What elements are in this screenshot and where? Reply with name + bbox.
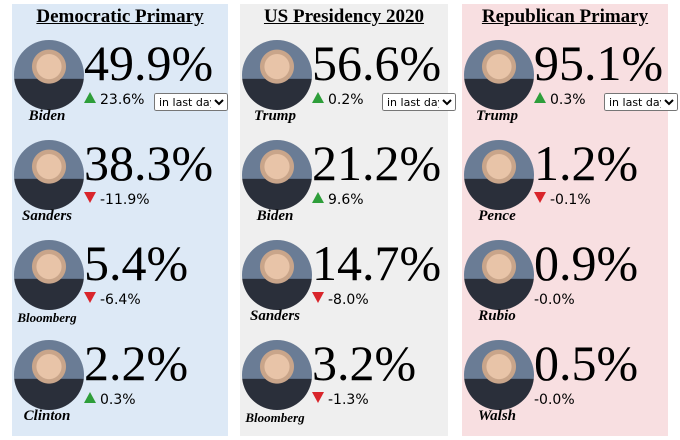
candidate-change: -0.0% — [534, 292, 575, 308]
candidate-row: Sanders 14.7% -8.0% — [240, 235, 448, 340]
candidate-name: Rubio — [478, 308, 516, 324]
change-value: -0.0% — [534, 292, 575, 308]
candidate-name: Bloomberg — [245, 410, 305, 425]
candidate-percent: 49.9% — [84, 35, 214, 91]
candidate-change: 0.3% — [534, 92, 586, 108]
change-arrow — [312, 392, 324, 403]
change-arrow — [534, 92, 546, 103]
candidate-row: Clinton 2.2% 0.3% — [12, 335, 228, 440]
change-value: -0.0% — [534, 392, 575, 408]
candidate-percent: 21.2% — [312, 135, 442, 191]
timeframe-select[interactable]: in last day — [382, 93, 456, 111]
candidate-percent: 56.6% — [312, 35, 442, 91]
candidate-photo — [14, 240, 84, 310]
candidate-name: Biden — [256, 208, 294, 224]
change-arrow — [312, 92, 324, 103]
market-column: Republican Primary Trump 95.1% 0.3% in last … — [462, 4, 678, 436]
candidate-row: Bloomberg 5.4% -6.4% — [12, 235, 228, 340]
change-value: 0.3% — [550, 92, 586, 108]
change-arrow — [84, 392, 96, 403]
change-arrow — [312, 192, 324, 203]
candidate-photo — [242, 340, 312, 410]
market-title: Republican Primary — [481, 6, 649, 27]
change-value: -0.1% — [550, 192, 591, 208]
candidate-photo — [464, 340, 534, 410]
timeframe-select[interactable]: in last day — [604, 93, 678, 111]
market-title: Democratic Primary — [36, 6, 204, 27]
change-value: 0.2% — [328, 92, 364, 108]
candidate-percent: 5.4% — [84, 235, 189, 291]
candidate-change: -11.9% — [84, 192, 150, 208]
change-value: -1.3% — [328, 392, 369, 408]
candidate-percent: 14.7% — [312, 235, 442, 291]
candidate-percent: 2.2% — [84, 335, 189, 391]
market-column: Democratic Primary Biden 49.9% 23.6% in last… — [12, 4, 228, 436]
change-value: -8.0% — [328, 292, 369, 308]
change-value: -6.4% — [100, 292, 141, 308]
change-value: -11.9% — [100, 192, 150, 208]
candidate-row: Trump 95.1% 0.3% in last day — [462, 35, 678, 140]
change-value: 23.6% — [100, 92, 145, 108]
candidate-row: Biden 21.2% 9.6% — [240, 135, 448, 240]
timeframe-select[interactable]: in last day — [154, 93, 228, 111]
candidate-change: 9.6% — [312, 192, 364, 208]
candidate-percent: 38.3% — [84, 135, 214, 191]
candidate-photo — [242, 40, 312, 110]
candidate-name: Clinton — [23, 408, 71, 424]
change-arrow — [84, 192, 96, 203]
change-arrow — [84, 292, 96, 303]
change-arrow — [534, 192, 546, 203]
candidate-change: -8.0% — [312, 292, 369, 308]
candidate-change: 23.6% — [84, 92, 144, 108]
market-column: US Presidency 2020 Trump 56.6% 0.2% in last … — [240, 4, 456, 436]
change-arrow — [84, 92, 96, 103]
candidate-percent: 3.2% — [312, 335, 417, 391]
candidate-change: -1.3% — [312, 392, 369, 408]
change-arrow — [312, 292, 324, 303]
candidate-row: Bloomberg 3.2% -1.3% — [240, 335, 448, 440]
candidate-name: Bloomberg — [17, 310, 77, 325]
candidate-change: -6.4% — [84, 292, 141, 308]
market-title: US Presidency 2020 — [263, 6, 425, 27]
candidate-row: Sanders 38.3% -11.9% — [12, 135, 228, 240]
candidate-photo — [464, 240, 534, 310]
candidate-percent: 1.2% — [534, 135, 639, 191]
candidate-photo — [464, 40, 534, 110]
candidate-row: Pence 1.2% -0.1% — [462, 135, 668, 240]
candidate-photo — [14, 340, 84, 410]
candidate-name: Sanders — [249, 308, 301, 324]
candidate-photo — [14, 140, 84, 210]
candidate-name: Walsh — [477, 408, 517, 424]
change-value: 9.6% — [328, 192, 364, 208]
candidate-row: Biden 49.9% 23.6% in last day — [12, 35, 228, 140]
candidate-row: Walsh 0.5% -0.0% — [462, 335, 668, 440]
candidate-change: -0.0% — [534, 392, 575, 408]
candidate-name: Trump — [476, 108, 518, 124]
candidate-name: Pence — [478, 208, 516, 224]
candidate-change: 0.2% — [312, 92, 364, 108]
candidate-photo — [14, 40, 84, 110]
candidate-name: Trump — [254, 108, 296, 124]
candidate-percent: 0.9% — [534, 235, 639, 291]
change-value: 0.3% — [100, 392, 136, 408]
candidate-name: Sanders — [21, 208, 73, 224]
candidate-row: Trump 56.6% 0.2% in last day — [240, 35, 456, 140]
candidate-percent: 0.5% — [534, 335, 639, 391]
candidate-change: 0.3% — [84, 392, 136, 408]
candidate-row: Rubio 0.9% -0.0% — [462, 235, 668, 340]
candidate-photo — [242, 140, 312, 210]
candidate-photo — [464, 140, 534, 210]
candidate-percent: 95.1% — [534, 35, 664, 91]
candidate-name: Biden — [28, 108, 66, 124]
candidate-change: -0.1% — [534, 192, 591, 208]
candidate-photo — [242, 240, 312, 310]
